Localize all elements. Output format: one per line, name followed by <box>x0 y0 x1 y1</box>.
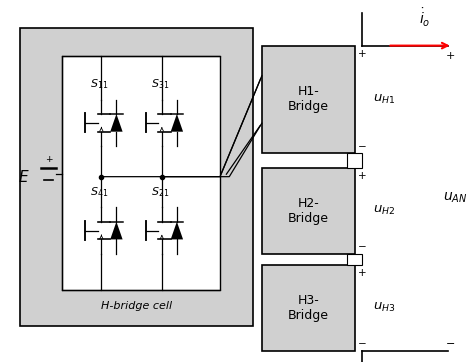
Text: +: + <box>45 155 52 164</box>
Text: $u_{H1}$: $u_{H1}$ <box>374 93 396 106</box>
Bar <box>262 265 355 351</box>
Text: $E$: $E$ <box>18 169 29 185</box>
Bar <box>347 254 362 265</box>
Text: −: − <box>358 339 367 349</box>
Text: H1-
Bridge: H1- Bridge <box>288 85 329 114</box>
Bar <box>62 56 220 290</box>
Bar <box>262 168 355 254</box>
Bar <box>20 28 253 326</box>
Text: $u_{AN}$: $u_{AN}$ <box>443 191 468 205</box>
Polygon shape <box>110 114 123 132</box>
Text: +: + <box>358 171 367 181</box>
Text: −: − <box>446 339 455 348</box>
Text: $S_{31}$: $S_{31}$ <box>151 78 169 91</box>
Polygon shape <box>110 222 123 240</box>
Text: $u_{H3}$: $u_{H3}$ <box>374 301 396 314</box>
Text: H2-
Bridge: H2- Bridge <box>288 197 329 225</box>
Text: $S_{11}$: $S_{11}$ <box>91 78 109 91</box>
Polygon shape <box>171 222 183 240</box>
Text: +: + <box>358 268 367 278</box>
Text: $S_{41}$: $S_{41}$ <box>91 185 109 199</box>
Text: +: + <box>358 49 367 58</box>
Text: −: − <box>358 142 367 152</box>
Polygon shape <box>171 114 183 132</box>
Text: $S_{21}$: $S_{21}$ <box>151 185 169 199</box>
Bar <box>347 153 362 168</box>
Bar <box>262 46 355 153</box>
Text: −: − <box>358 242 367 252</box>
Text: $\dot{i}_o$: $\dot{i}_o$ <box>419 7 430 29</box>
Text: $u_{H2}$: $u_{H2}$ <box>374 204 396 217</box>
Text: H3-
Bridge: H3- Bridge <box>288 294 329 322</box>
Text: H-bridge cell: H-bridge cell <box>100 301 172 311</box>
Text: +: + <box>446 52 455 61</box>
